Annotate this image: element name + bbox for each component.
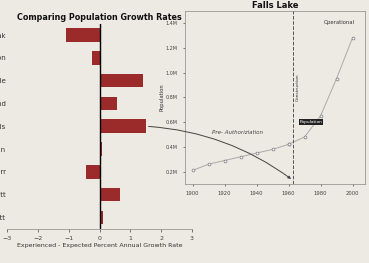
- Bar: [100, 119, 146, 133]
- Text: Construction: Construction: [296, 74, 300, 101]
- Bar: [92, 51, 100, 65]
- Text: Pre- Authoriziation: Pre- Authoriziation: [212, 129, 263, 135]
- Bar: [86, 165, 100, 179]
- Bar: [100, 188, 120, 201]
- Title: Falls Lake: Falls Lake: [252, 1, 298, 10]
- Text: Operational: Operational: [324, 21, 355, 26]
- Bar: [100, 211, 103, 224]
- X-axis label: Experienced - Expected Percent Annual Growth Rate: Experienced - Expected Percent Annual Gr…: [17, 243, 182, 248]
- Bar: [100, 97, 117, 110]
- Bar: [100, 74, 143, 88]
- Bar: [66, 28, 100, 42]
- Y-axis label: Population: Population: [159, 83, 164, 111]
- Title: Comparing Population Growth Rates: Comparing Population Growth Rates: [17, 13, 182, 22]
- Text: Population: Population: [300, 120, 323, 124]
- Bar: [100, 142, 102, 156]
